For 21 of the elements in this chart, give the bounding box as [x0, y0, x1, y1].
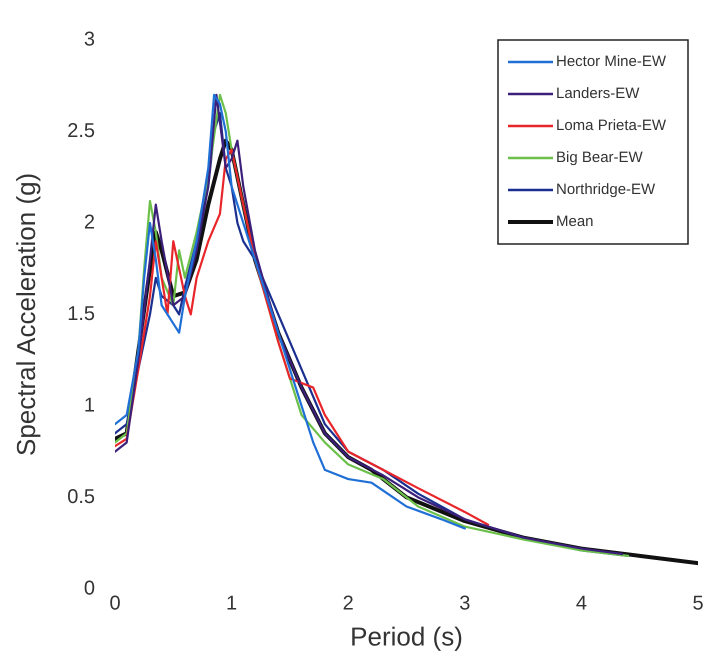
- legend-label: Landers-EW: [556, 85, 640, 102]
- y-tick-label: 3: [84, 28, 96, 51]
- x-tick-label: 4: [576, 592, 587, 614]
- legend-label: Mean: [556, 213, 594, 230]
- x-tick-label: 2: [342, 592, 354, 614]
- x-tick-label: 5: [692, 592, 704, 614]
- legend-label: Big Bear-EW: [556, 149, 644, 166]
- x-tick-label: 1: [226, 592, 238, 614]
- y-tick-label: 2: [84, 211, 96, 234]
- y-tick-label: 1.5: [67, 302, 96, 325]
- x-axis-title: Period (s): [350, 622, 463, 652]
- y-axis-title: Spectral Acceleration (g): [10, 172, 41, 456]
- x-tick-label: 0: [109, 592, 121, 614]
- y-tick-label: 0.5: [67, 486, 96, 508]
- legend-label: Loma Prieta-EW: [556, 117, 667, 134]
- y-tick-label: 0: [84, 577, 96, 600]
- x-tick-label: 3: [459, 592, 470, 614]
- y-tick-label: 2.5: [67, 120, 96, 142]
- y-tick-label: 1: [84, 394, 96, 416]
- legend-label: Hector Mine-EW: [556, 53, 667, 70]
- legend-label: Northridge-EW: [556, 181, 656, 198]
